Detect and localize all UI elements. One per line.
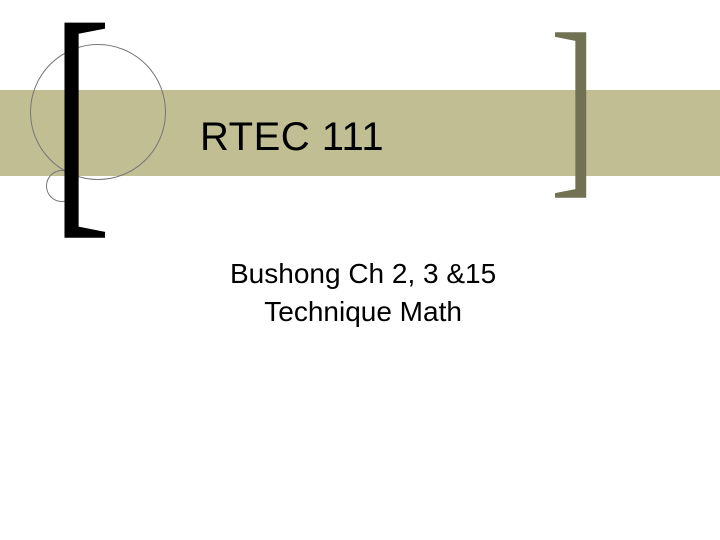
- subtitle-line-2: Technique Math: [230, 293, 496, 331]
- slide-subtitle: Bushong Ch 2, 3 &15 Technique Math: [230, 255, 496, 331]
- left-bracket-icon: [: [51, 0, 112, 246]
- subtitle-line-1: Bushong Ch 2, 3 &15: [230, 255, 496, 293]
- slide-title: RTEC 111: [200, 115, 384, 160]
- right-bracket-icon: ]: [550, 5, 597, 205]
